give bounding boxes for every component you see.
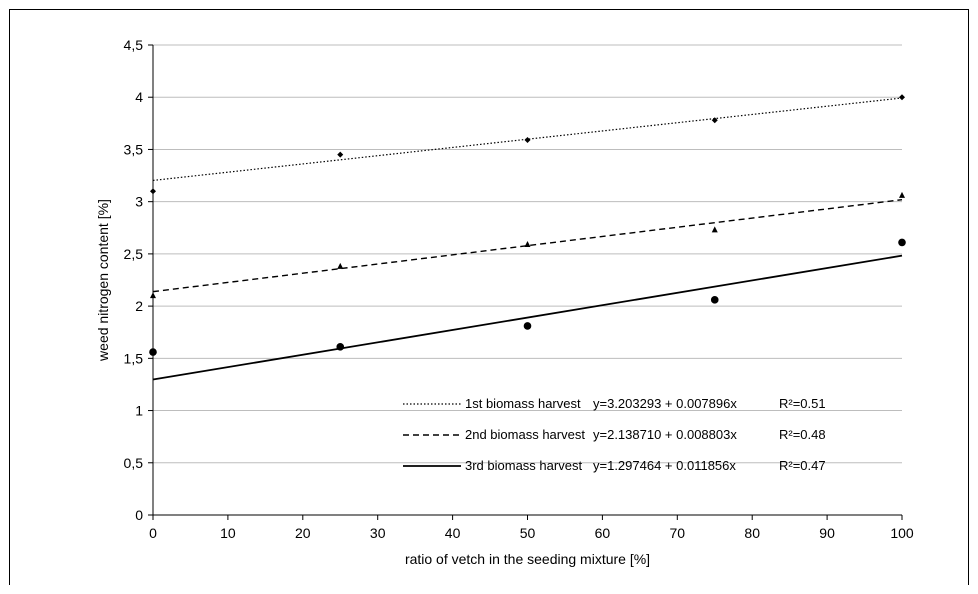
data-point [336,343,345,351]
y-tick-label: 4,5 [124,37,144,53]
legend-equation: y=1.297464 + 0.011856x [593,458,736,473]
y-tick-label: 0 [135,507,143,523]
y-tick-label: 2,5 [124,246,144,262]
data-point [711,226,718,233]
legend-label: 2nd biomass harvest [465,427,585,442]
data-point [711,117,718,124]
data-point [150,188,156,195]
data-point [150,292,156,299]
y-axis-label: weed nitrogen content [%] [95,199,111,362]
axes [152,45,902,516]
data-point [524,137,531,144]
data-point [337,151,344,158]
x-tick-label: 40 [445,525,461,541]
y-tick-label: 1 [135,403,143,419]
y-tick-label: 4 [135,89,143,105]
x-tick-label: 10 [220,525,236,541]
regression-line-3 [152,254,903,381]
x-tick-label: 90 [819,525,835,541]
data-point [899,191,905,198]
x-tick-label: 50 [520,525,536,541]
x-tick-label: 60 [595,525,611,541]
x-tick-label: 70 [670,525,686,541]
x-tick-label: 0 [149,525,157,541]
data-point [710,296,719,304]
y-tick-label: 2 [135,298,143,314]
legend-equation: y=3.203293 + 0.007896x [593,396,737,411]
regression-lines [152,97,903,381]
legend-label: 1st biomass harvest [465,396,581,411]
y-axis-ticks: 0 0,5 1 1,5 2 2,5 3 3,5 4 4,5 [124,37,153,523]
x-axis-label: ratio of vetch in the seeding mixture [%… [405,551,650,567]
data-point [898,238,906,247]
chart-frame: 0 0,5 1 1,5 2 2,5 3 3,5 4 4,5 0 10 20 30 40 50 60 70 80 90… [9,9,969,585]
y-tick-label: 3 [135,194,143,210]
data-point [899,94,905,101]
y-tick-label: 0,5 [124,455,144,471]
data-point [337,262,344,269]
legend-r-squared: R²=0.47 [779,458,826,473]
y-tick-label: 1,5 [124,350,144,366]
y-tick-label: 3,5 [124,141,144,157]
legend-r-squared: R²=0.48 [779,427,826,442]
x-tick-label: 100 [890,525,914,541]
regression-line-2 [152,198,903,293]
legend-r-squared: R²=0.51 [779,396,826,411]
data-point [523,322,532,330]
x-tick-label: 30 [370,525,386,541]
data-points [149,94,906,356]
data-point [149,348,157,356]
legend-label: 3rd biomass harvest [465,458,582,473]
legend-equation: y=2.138710 + 0.008803x [593,427,737,442]
legend: 1st biomass harvest y=3.203293 + 0.007896… [403,396,826,473]
data-point [524,240,531,247]
x-tick-label: 20 [295,525,311,541]
x-axis-ticks: 0 10 20 30 40 50 60 70 80 90 100 [149,515,914,541]
regression-line-1 [152,97,903,182]
x-tick-label: 80 [744,525,760,541]
chart: 0 0,5 1 1,5 2 2,5 3 3,5 4 4,5 0 10 20 30 40 50 60 70 80 90… [95,37,914,567]
